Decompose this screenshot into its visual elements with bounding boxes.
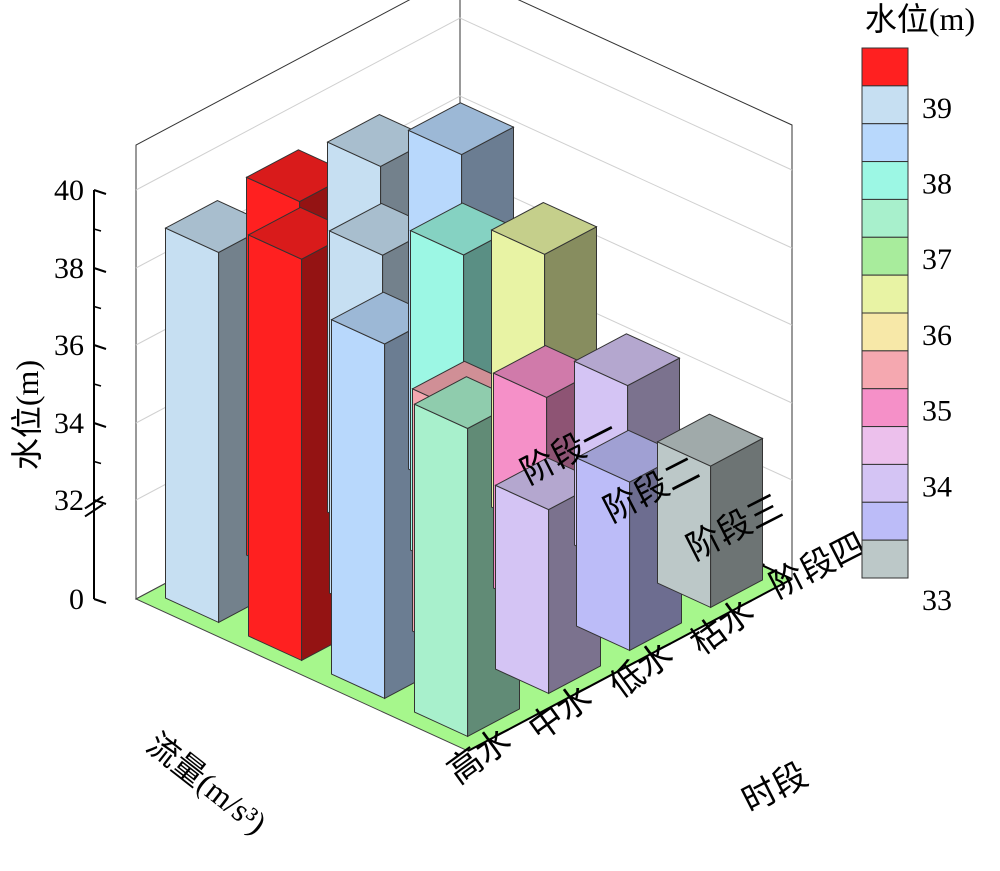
colorbar-swatch (861, 236, 909, 276)
bar-低水-阶段四 (575, 429, 683, 652)
z-tick (93, 598, 107, 604)
bar-face-left (248, 234, 303, 662)
bar-face-left (331, 318, 386, 700)
z-tick-label: 40 (54, 174, 84, 207)
z-axis-break (84, 495, 104, 510)
colorbar-tick-label: 38 (922, 168, 952, 201)
y-axis-title: 时段 (736, 756, 814, 821)
colorbar-swatch (861, 85, 909, 125)
z-minor-tick (93, 460, 102, 465)
colorbar-tick-label: 39 (922, 92, 952, 125)
z-gridline (135, 17, 793, 191)
z-tick (93, 344, 107, 350)
z-tick-label: 34 (54, 407, 84, 440)
x-axis-line (467, 578, 793, 752)
bar-face-top (490, 201, 598, 255)
z-tick (93, 189, 107, 195)
bars-layer (164, 102, 764, 738)
colorbar-swatch (861, 426, 909, 465)
bar-face-top (573, 333, 681, 387)
colorbar-swatch (861, 161, 909, 200)
bar-face-left (165, 227, 220, 624)
colorbar-swatch (861, 539, 909, 579)
z-minor-tick (93, 228, 102, 232)
colorbar-title: 水位(m) (865, 1, 975, 37)
bar-枯水-阶段四 (656, 413, 764, 609)
z-gridline (135, 95, 793, 269)
colorbar-swatch (861, 312, 909, 352)
z-axis-break (84, 503, 104, 518)
z-minor-tick (93, 383, 102, 387)
z-tick-label: 32 (54, 484, 84, 517)
bar-face-top (407, 102, 515, 156)
z-tick-label: 38 (54, 252, 84, 285)
colorbar-tick-label: 34 (922, 470, 952, 503)
colorbar-tick-label: 35 (922, 395, 952, 428)
z-tick-label: 0 (69, 583, 84, 616)
bar-face-top (409, 202, 517, 256)
z-axis-title: 水位(m) (9, 360, 45, 470)
colorbar-tick-label: 33 (922, 584, 952, 617)
colorbar-tick-label: 37 (922, 243, 952, 276)
z-tick-label: 36 (54, 329, 84, 362)
colorbar-swatch (861, 388, 909, 428)
colorbar-swatch (861, 350, 909, 390)
colorbar-tick-label: 36 (922, 319, 952, 352)
bar-face-top (656, 413, 764, 467)
x-axis-title: 流量(m/s³) (140, 726, 273, 841)
colorbar-swatch (861, 123, 909, 163)
colorbar-swatch (861, 274, 909, 314)
y-category-label: 阶段四 (764, 526, 872, 606)
colorbar-swatch (861, 47, 909, 87)
colorbar-swatch (861, 463, 909, 503)
colorbar-layer: 水位(m) 39 38 37 36 35 34 33 (861, 1, 975, 617)
z-tick (93, 267, 107, 273)
colorbar-swatch (861, 501, 909, 541)
bar-face-left (414, 403, 469, 738)
z-tick (93, 422, 107, 428)
bar-face-left (495, 484, 550, 695)
colorbar-swatch (861, 198, 909, 238)
z-minor-tick (93, 305, 102, 310)
